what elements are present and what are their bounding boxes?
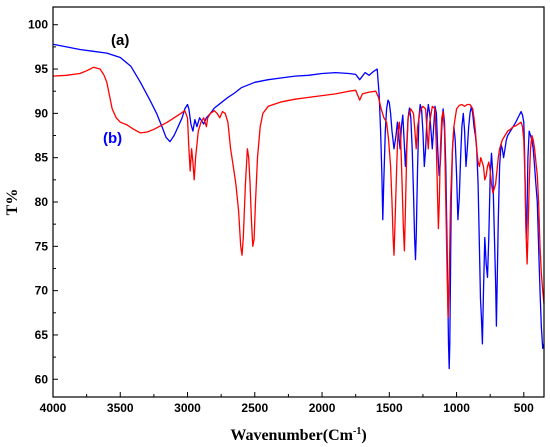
x-tick-label: 2500 [241,401,268,415]
ticks-layer: 4000 3500 3000 2500 2000 1500 1000 500 60 65 70 75 8… [28,18,534,415]
series-line-a [52,43,545,370]
x-tick-label: 4000 [40,401,67,415]
x-axis-title-close: ) [361,427,366,444]
series-layer [52,43,545,370]
y-tick-label: 65 [35,328,49,342]
series-label-b: (b) [103,130,122,147]
series-label-a: (a) [111,32,129,49]
plot-frame [52,6,545,398]
x-axis-title-superscript: -1 [353,426,361,437]
series-line-b [52,66,545,318]
y-tick-label: 95 [35,62,49,76]
y-tick-label: 70 [35,284,49,298]
y-tick-label: 80 [35,195,49,209]
x-tick-label: 3000 [174,401,201,415]
x-axis-title: Wavenumber(Cm-1) [230,426,366,444]
x-tick-label: 1000 [443,401,470,415]
x-tick-label: 500 [514,401,534,415]
y-tick-label: 90 [35,106,49,120]
x-tick-label: 3500 [107,401,134,415]
y-axis-title: T% [4,189,21,216]
y-tick-label: 75 [35,239,49,253]
y-tick-label: 100 [28,18,48,32]
x-tick-label: 1500 [376,401,403,415]
x-tick-label: 2000 [309,401,336,415]
y-tick-label: 60 [35,372,49,386]
y-tick-label: 85 [35,151,49,165]
